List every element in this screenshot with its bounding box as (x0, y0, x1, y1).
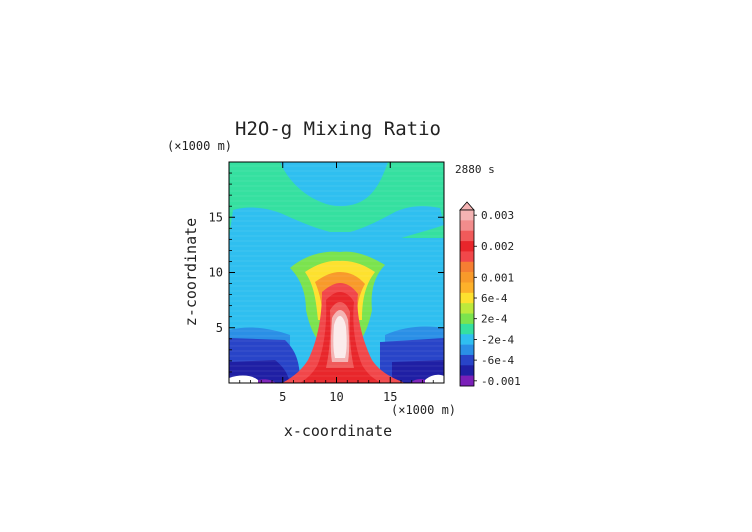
colorbar-swatch (460, 365, 474, 376)
contour-region-bottom-right (425, 374, 444, 383)
colorbar-frame (459, 209, 475, 387)
x-unit-label: (×1000 m) (391, 403, 456, 417)
y-unit-label: (×1000 m) (167, 139, 232, 153)
y-tick-label: 15 (209, 210, 223, 224)
colorbar-swatch (460, 220, 474, 232)
colorbar-swatch (460, 303, 474, 314)
colorbar-swatch (460, 313, 474, 325)
colorbar-label: 0.003 (481, 209, 514, 222)
x-tick-label: 10 (329, 390, 343, 404)
contour-region-upper-lobes (280, 162, 388, 207)
colorbar-arrow (459, 201, 475, 211)
colorbar-swatch (460, 251, 474, 263)
x-tick-label: 15 (383, 390, 397, 404)
chart-title: H2O-g Mixing Ratio (235, 118, 441, 140)
colorbar-swatch (460, 261, 474, 273)
colorbar-swatch (460, 210, 474, 221)
colorbar-label: 0.002 (481, 240, 514, 253)
x-tick-label: 5 (279, 390, 286, 404)
colorbar: 0.003 0.002 0.001 6e-4 2e-4 -2e-4 -6e-4 -0.001 (459, 201, 521, 388)
contour-region-bottom-purple (258, 379, 276, 383)
contour-field (229, 162, 444, 383)
x-axis: 5 10 15 (239, 162, 434, 404)
y-tick-label: 5 (216, 321, 223, 335)
contour-region-bottom-purple-2 (410, 379, 425, 383)
y-axis: 5 10 15 (209, 172, 444, 373)
plot-area (229, 162, 444, 383)
y-axis-label: z-coordinate (182, 218, 200, 326)
colorbar-swatch (460, 272, 474, 283)
time-label: 2880 s (455, 163, 495, 176)
colorbar-label: 0.001 (481, 271, 514, 284)
colorbar-label: -6e-4 (481, 354, 514, 367)
x-axis-label: x-coordinate (284, 422, 392, 440)
colorbar-swatch (460, 354, 474, 366)
colorbar-label: 2e-4 (481, 313, 508, 326)
colorbar-label: -2e-4 (481, 333, 514, 346)
contour-region-white-core (333, 316, 347, 358)
y-tick-label: 10 (209, 266, 223, 280)
colorbar-label: -0.001 (481, 375, 521, 388)
colorbar-swatch (460, 334, 474, 345)
colorbar-label: 6e-4 (481, 292, 508, 305)
field-texture (229, 165, 444, 382)
colorbar-swatch (460, 292, 474, 304)
colorbar-swatch (460, 323, 474, 335)
colorbar-swatch (460, 282, 474, 294)
colorbar-swatch (460, 344, 474, 356)
colorbar-swatch (460, 375, 474, 387)
colorbar-swatch (460, 241, 474, 252)
colorbar-swatch (460, 230, 474, 242)
